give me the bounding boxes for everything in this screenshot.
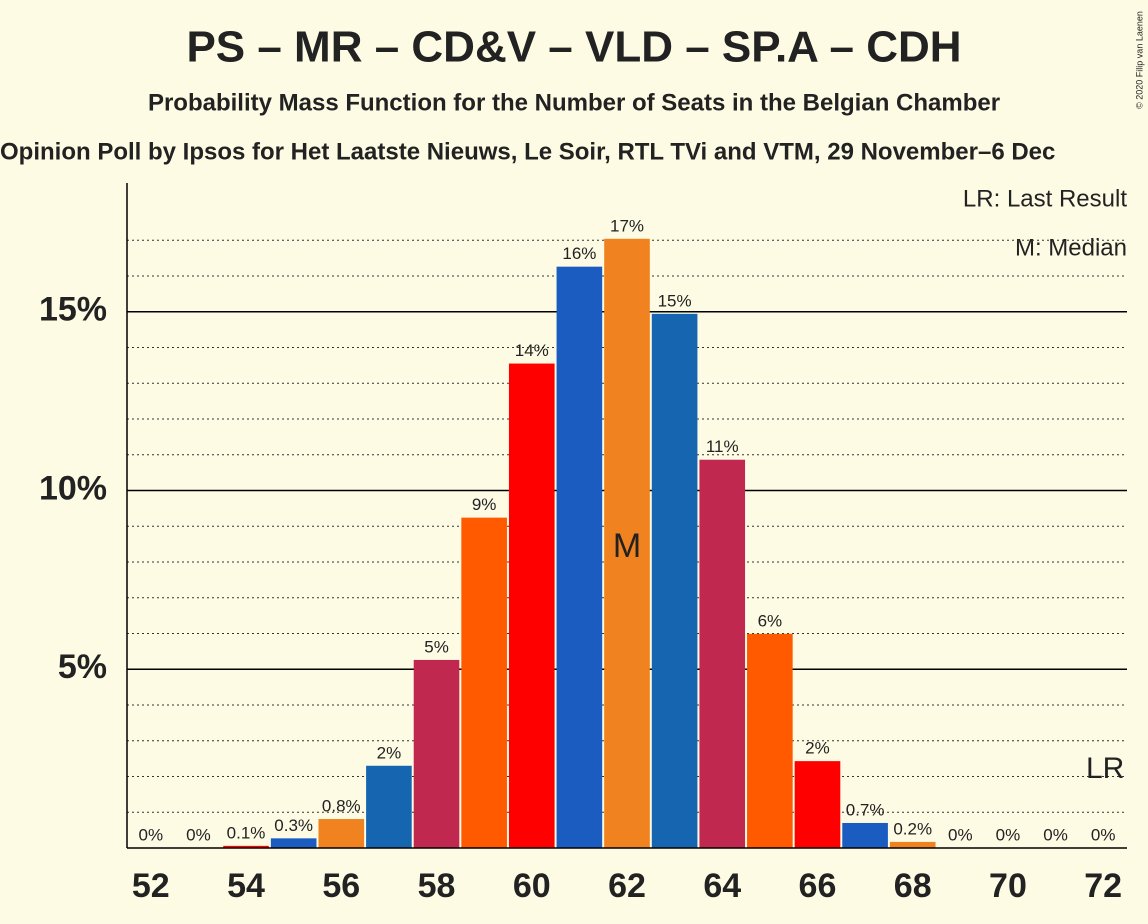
value-label: 15% bbox=[658, 291, 692, 310]
chart-source: Opinion Poll by Ipsos for Het Laatste Ni… bbox=[0, 138, 1055, 165]
last-result-marker: LR bbox=[1086, 752, 1124, 785]
value-label: 2% bbox=[377, 743, 402, 762]
bar bbox=[889, 841, 936, 848]
bar bbox=[318, 819, 365, 848]
x-tick-label: 62 bbox=[608, 867, 646, 905]
bar bbox=[508, 363, 555, 848]
y-tick-label: 15% bbox=[39, 291, 107, 329]
x-tick-label: 66 bbox=[799, 867, 837, 905]
x-tick-label: 64 bbox=[703, 867, 741, 905]
value-label: 0% bbox=[186, 825, 211, 844]
bar bbox=[604, 238, 650, 849]
value-label: 9% bbox=[472, 495, 497, 514]
legend-entry: LR: Last Result bbox=[963, 185, 1127, 212]
bar bbox=[366, 765, 412, 848]
median-marker: M bbox=[613, 527, 641, 565]
value-label: 0% bbox=[1043, 825, 1068, 844]
value-label: 11% bbox=[706, 437, 739, 456]
legend-entry: M: Median bbox=[1015, 234, 1127, 261]
bar bbox=[461, 517, 507, 848]
x-tick-label: 72 bbox=[1084, 867, 1122, 905]
value-label: 0% bbox=[948, 825, 973, 844]
bar bbox=[413, 659, 460, 848]
value-label: 0.8% bbox=[322, 797, 361, 816]
x-tick-label: 54 bbox=[227, 867, 265, 905]
value-label: 0.1% bbox=[227, 823, 266, 842]
value-label: 0% bbox=[996, 825, 1021, 844]
value-label: 6% bbox=[758, 611, 783, 630]
x-tick-label: 52 bbox=[132, 867, 170, 905]
y-tick-label: 10% bbox=[39, 469, 107, 507]
chart-title: PS – MR – CD&V – VLD – SP.A – CDH bbox=[186, 23, 961, 72]
copyright: © 2020 Filip van Laenen bbox=[1134, 11, 1144, 109]
bar bbox=[699, 459, 746, 848]
value-label: 14% bbox=[515, 341, 549, 360]
y-tick-label: 5% bbox=[58, 648, 107, 686]
value-label: 0.3% bbox=[274, 816, 313, 835]
x-tick-label: 56 bbox=[322, 867, 360, 905]
value-label: 16% bbox=[562, 244, 596, 263]
value-label: 5% bbox=[424, 637, 449, 656]
value-label: 0.2% bbox=[893, 819, 932, 838]
value-label: 0.7% bbox=[846, 800, 885, 819]
value-label: 0% bbox=[139, 825, 164, 844]
bar bbox=[270, 838, 317, 848]
bar bbox=[842, 822, 888, 848]
value-label: 0% bbox=[1091, 825, 1116, 844]
bar bbox=[556, 266, 603, 849]
x-tick-label: 70 bbox=[989, 867, 1027, 905]
chart-subtitle: Probability Mass Function for the Number… bbox=[148, 89, 1000, 116]
bar bbox=[223, 845, 269, 848]
bar bbox=[794, 761, 841, 848]
x-tick-label: 68 bbox=[894, 867, 932, 905]
bar bbox=[651, 313, 698, 848]
x-tick-label: 58 bbox=[418, 867, 456, 905]
value-label: 2% bbox=[805, 739, 830, 758]
bar bbox=[747, 633, 793, 848]
value-label: 17% bbox=[610, 216, 644, 235]
x-tick-label: 60 bbox=[513, 867, 551, 905]
